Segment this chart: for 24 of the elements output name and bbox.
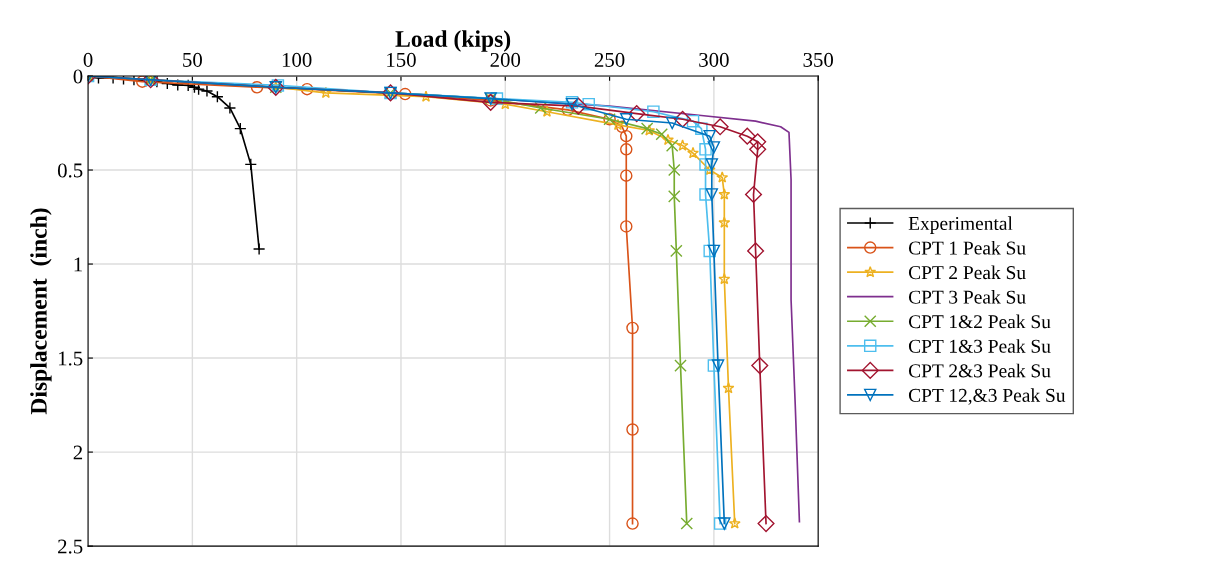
y-tick-label: 0 [73, 69, 83, 84]
legend-label: CPT 1&2 Peak Su [908, 314, 1051, 329]
legend-label: CPT 1 Peak Su [908, 240, 1026, 255]
y-tick-label: 2 [73, 445, 83, 460]
x-tick-label: 300 [699, 52, 729, 67]
x-tick-label: 50 [183, 52, 202, 67]
x-tick-label: 200 [490, 52, 521, 67]
y-tick-label: 2.5 [58, 539, 83, 554]
y-tick-label: 0.5 [57, 163, 83, 178]
x-tick-label: 0 [83, 52, 93, 67]
x-axis-title: Load (kips) [395, 30, 511, 52]
legend-label: CPT 12,&3 Peak Su [908, 388, 1066, 405]
legend-label: CPT 2 Peak Su [908, 265, 1026, 280]
x-tick-label: 250 [594, 52, 625, 67]
legend-label: CPT 3 Peak Su [908, 290, 1026, 304]
y-axis-title: Displacement (inch) [30, 208, 52, 415]
x-tick-label: 350 [803, 52, 834, 67]
y-tick-label: 1 [74, 257, 82, 272]
legend-label: CPT 1&3 Peak Su [908, 339, 1051, 353]
x-tick-label: 100 [282, 52, 312, 67]
x-tick-label: 150 [387, 52, 416, 67]
legend-label: CPT 2&3 Peak Su [908, 363, 1051, 378]
legend-label: Experimental [908, 216, 1013, 234]
y-tick-label: 1.5 [58, 351, 83, 366]
